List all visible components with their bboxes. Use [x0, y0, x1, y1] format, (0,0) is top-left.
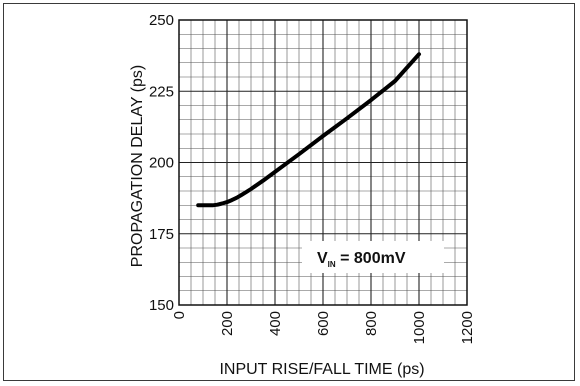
- x-tick-label: 400: [267, 311, 284, 336]
- y-tick-label: 175: [149, 226, 174, 243]
- plot-area-border: [178, 19, 468, 306]
- propagation-delay-chart: 150 175 200 225 250 0 200 400 600 800 1000 1200 VI…: [129, 12, 476, 378]
- x-tick-label: 1200: [459, 311, 476, 344]
- x-tick-label: 200: [219, 311, 236, 336]
- y-tick-label: 150: [149, 297, 174, 314]
- x-tick-label: 800: [363, 311, 380, 336]
- vin-annotation: VIN = 800mV: [302, 241, 444, 273]
- x-tick-label: 0: [171, 311, 188, 319]
- series-line: [196, 52, 421, 208]
- x-tick-labels: 0 200 400 600 800 1000 1200: [171, 311, 476, 344]
- y-tick-label: 250: [149, 12, 174, 29]
- x-tick-label: 600: [315, 311, 332, 336]
- vin-annotation-text: VIN = 800mV: [317, 250, 406, 269]
- chart-frame: 150 175 200 225 250 0 200 400 600 800 1000 1200 VI…: [3, 3, 575, 381]
- vin-annotation-box: [302, 241, 444, 273]
- x-tick-label: 1000: [411, 311, 428, 344]
- y-axis-label: PROPAGATION DELAY (ps): [129, 65, 146, 267]
- y-tick-label: 200: [149, 155, 174, 172]
- x-axis-label: INPUT RISE/FALL TIME (ps): [219, 361, 424, 378]
- y-tick-label: 225: [149, 83, 174, 100]
- y-tick-labels: 150 175 200 225 250: [149, 12, 174, 314]
